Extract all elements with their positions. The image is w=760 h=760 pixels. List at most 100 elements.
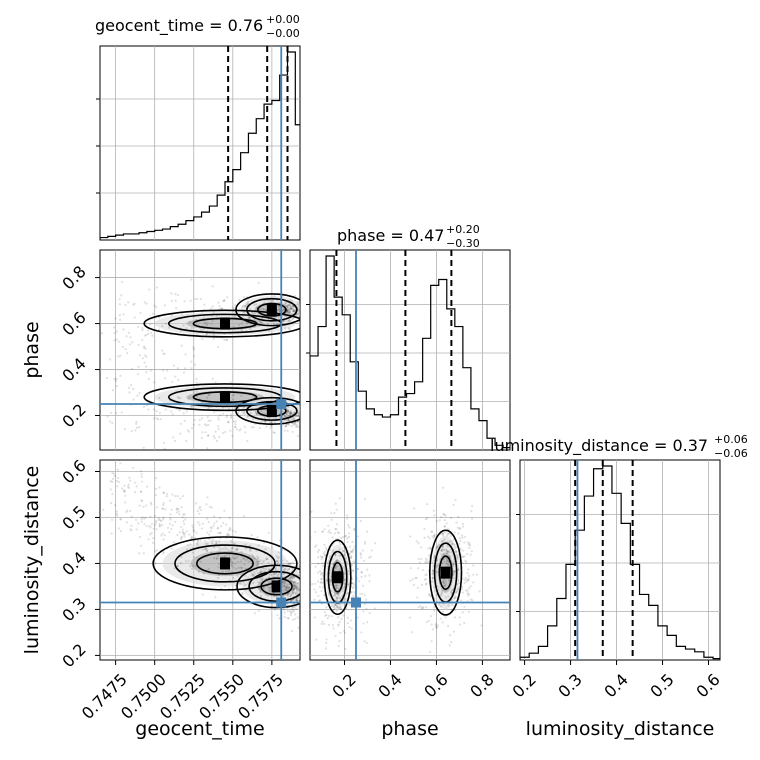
- scatter-luminosity-distance-vs-phase-point-372: [341, 587, 344, 590]
- scatter-luminosity-distance-vs-geocent-time-point-47: [288, 567, 291, 571]
- scatter-phase-vs-geocent-time-point-717: [213, 437, 216, 440]
- scatter-luminosity-distance-vs-phase-point-453: [433, 556, 436, 560]
- scatter-luminosity-distance-vs-geocent-time-point-619: [215, 556, 218, 560]
- scatter-luminosity-distance-vs-phase-point-543: [441, 539, 444, 543]
- scatter-luminosity-distance-vs-geocent-time-point-814: [183, 523, 186, 526]
- scatter-phase-vs-geocent-time-point-741: [246, 302, 249, 305]
- scatter-luminosity-distance-vs-geocent-time-point-63: [282, 580, 285, 583]
- scatter-luminosity-distance-vs-phase-point-255: [353, 584, 356, 587]
- scatter-luminosity-distance-vs-phase-point-356: [423, 536, 426, 539]
- scatter-phase-vs-geocent-time-point-356: [134, 429, 137, 432]
- scatter-luminosity-distance-vs-geocent-time-point-497: [292, 610, 295, 613]
- scatter-luminosity-distance-vs-phase-point-93: [359, 592, 362, 595]
- scatter-luminosity-distance-vs-phase-point-705: [436, 624, 439, 627]
- scatter-phase-vs-geocent-time-point-372: [198, 418, 201, 422]
- scatter-luminosity-distance-vs-phase-point-287: [339, 543, 342, 546]
- scatter-phase-vs-geocent-time-point-545: [278, 309, 281, 312]
- scatter-phase-vs-geocent-time-point-710: [147, 408, 150, 411]
- scatter-luminosity-distance-vs-phase-point-317: [425, 573, 428, 576]
- hist-luminosity-distance-bar-2: [538, 646, 547, 660]
- scatter-luminosity-distance-vs-geocent-time-point-736: [295, 584, 298, 587]
- scatter-phase-vs-geocent-time-point-123: [142, 405, 146, 408]
- scatter-luminosity-distance-vs-geocent-time-point-226: [196, 509, 200, 513]
- scatter-luminosity-distance-vs-phase-point-76: [421, 568, 425, 572]
- scatter-luminosity-distance-vs-phase-point-139: [446, 558, 449, 561]
- scatter-luminosity-distance-vs-phase-point-116: [472, 564, 475, 567]
- scatter-luminosity-distance-vs-geocent-time-point-114: [292, 584, 296, 588]
- scatter-phase-vs-geocent-time-point-467: [163, 377, 167, 380]
- scatter-phase-vs-geocent-time-point-891: [305, 423, 307, 425]
- scatter-luminosity-distance-vs-geocent-time-point-220: [256, 536, 259, 539]
- scatter-luminosity-distance-vs-phase-point-470: [467, 610, 470, 613]
- scatter-phase-vs-geocent-time-point-390: [282, 320, 285, 323]
- scatter-luminosity-distance-vs-geocent-time-point-169: [232, 566, 235, 569]
- scatter-luminosity-distance-vs-phase-point-252: [458, 527, 461, 530]
- scatter-phase-vs-geocent-time-point-745: [234, 425, 237, 428]
- scatter-luminosity-distance-vs-geocent-time-point-320: [261, 560, 265, 563]
- scatter-luminosity-distance-vs-geocent-time-point-184: [170, 528, 173, 531]
- scatter-luminosity-distance-vs-phase-point-879: [452, 576, 456, 580]
- scatter-luminosity-distance-vs-phase-point-132: [466, 552, 469, 556]
- scatter-phase-vs-geocent-time-point-71: [106, 376, 109, 380]
- scatter-luminosity-distance-vs-phase-point-665: [462, 525, 465, 528]
- xtick-label-phase-2: 0.6: [420, 670, 451, 701]
- scatter-luminosity-distance-vs-phase-point-654: [313, 598, 316, 601]
- scatter-luminosity-distance-vs-geocent-time-point-17: [302, 580, 304, 582]
- scatter-phase-vs-geocent-time-point-492: [158, 316, 161, 319]
- scatter-luminosity-distance-vs-phase-point-509: [328, 529, 331, 532]
- scatter-phase-vs-geocent-time-peak-1: [266, 404, 277, 417]
- scatter-phase-vs-geocent-time-point-171: [229, 429, 232, 432]
- scatter-luminosity-distance-vs-geocent-time-point-719: [260, 570, 264, 574]
- scatter-luminosity-distance-vs-geocent-time-point-314: [216, 526, 220, 530]
- scatter-luminosity-distance-vs-geocent-time-point-690: [110, 532, 113, 535]
- scatter-phase-vs-geocent-time-point-564: [124, 348, 127, 351]
- scatter-phase-vs-geocent-time-point-378: [287, 409, 290, 412]
- scatter-phase-vs-geocent-time-point-28: [286, 304, 290, 307]
- scatter-luminosity-distance-vs-geocent-time-point-199: [287, 592, 290, 596]
- scatter-luminosity-distance-vs-phase-point-815: [322, 552, 325, 555]
- scatter-phase-vs-geocent-time-point-789: [176, 367, 179, 370]
- scatter-luminosity-distance-vs-phase-point-111: [342, 629, 346, 633]
- scatter-luminosity-distance-vs-phase-point-3: [453, 570, 456, 573]
- scatter-phase-vs-geocent-time-point-854: [123, 428, 126, 431]
- scatter-phase-vs-geocent-time-point-846: [129, 336, 132, 339]
- scatter-luminosity-distance-vs-geocent-time-point-732: [165, 495, 168, 498]
- scatter-phase-vs-geocent-time-point-442: [287, 320, 290, 323]
- hist-phase-bar-21: [479, 421, 487, 450]
- scatter-luminosity-distance-vs-geocent-time-point-127: [251, 574, 254, 577]
- scatter-phase-vs-geocent-time-point-290: [204, 431, 207, 434]
- scatter-luminosity-distance-vs-phase-point-17: [438, 519, 441, 522]
- scatter-phase-vs-geocent-time-point-425: [240, 322, 243, 325]
- scatter-phase-vs-geocent-time-point-60: [242, 311, 246, 314]
- scatter-luminosity-distance-vs-geocent-time-point-529: [295, 587, 299, 590]
- scatter-luminosity-distance-vs-geocent-time-point-463: [122, 460, 125, 461]
- scatter-luminosity-distance-vs-geocent-time-point-33: [149, 515, 152, 518]
- scatter-luminosity-distance-vs-geocent-time-point-555: [257, 572, 260, 575]
- scatter-luminosity-distance-vs-geocent-time-point-227: [254, 557, 257, 560]
- scatter-luminosity-distance-vs-phase-peak-1: [440, 566, 451, 579]
- scatter-luminosity-distance-vs-geocent-time-point-592: [215, 520, 218, 523]
- scatter-phase-vs-geocent-time-point-225: [259, 307, 262, 310]
- scatter-luminosity-distance-vs-geocent-time-point-44: [159, 519, 162, 522]
- scatter-luminosity-distance-vs-phase-point-875: [348, 625, 351, 629]
- scatter-phase-vs-geocent-time-point-51: [260, 409, 263, 413]
- scatter-phase-vs-geocent-time-point-359: [210, 307, 213, 310]
- scatter-luminosity-distance-vs-phase-point-367: [454, 498, 457, 501]
- scatter-luminosity-distance-vs-phase-point-819: [320, 556, 324, 559]
- scatter-phase-vs-geocent-time-point-881: [265, 425, 268, 428]
- scatter-phase-vs-geocent-time-point-153: [170, 410, 173, 413]
- scatter-phase-vs-geocent-time-point-416: [162, 369, 165, 372]
- scatter-phase-vs-geocent-time-point-352: [155, 286, 159, 289]
- hist-geocent-time-bar-22: [272, 101, 280, 240]
- scatter-luminosity-distance-vs-geocent-time-point-526: [226, 532, 229, 535]
- scatter-luminosity-distance-vs-geocent-time-point-6: [135, 528, 138, 531]
- scatter-phase-vs-geocent-time-point-747: [233, 304, 237, 307]
- scatter-luminosity-distance-vs-geocent-time-point-770: [267, 569, 271, 572]
- scatter-luminosity-distance-vs-phase-point-31: [425, 559, 428, 562]
- scatter-luminosity-distance-vs-phase-point-532: [323, 594, 326, 597]
- scatter-luminosity-distance-vs-geocent-time-point-21: [259, 559, 262, 562]
- scatter-luminosity-distance-vs-geocent-time-point-697: [290, 593, 294, 596]
- scatter-phase-vs-geocent-time-point-140: [249, 411, 252, 415]
- scatter-luminosity-distance-vs-phase-point-487: [313, 616, 316, 619]
- scatter-phase-vs-geocent-time-point-630: [222, 412, 225, 415]
